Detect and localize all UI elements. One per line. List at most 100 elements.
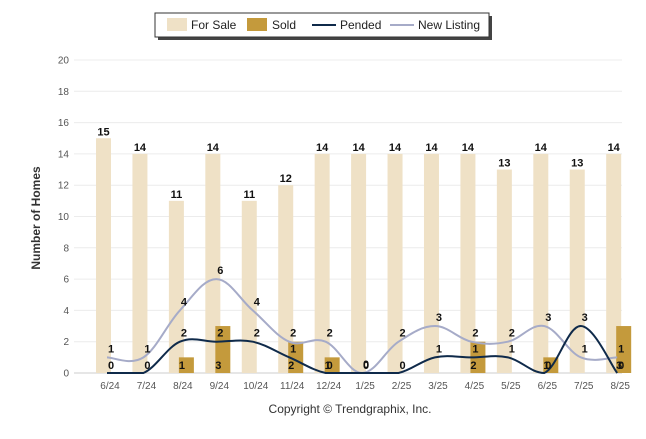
data-label-new-listing: 3 [436,312,442,324]
bar-for-sale [460,153,476,373]
data-label-pended: 2 [254,328,260,340]
y-tick-label: 0 [63,369,69,380]
data-label-pended: 0 [545,360,551,372]
legend-swatch [247,18,267,31]
data-label-for-sale: 14 [389,142,402,154]
bar-for-sale [351,153,367,373]
bar-for-sale [569,169,585,373]
bar-for-sale [168,200,184,373]
data-label-new-listing: 1 [582,343,588,355]
bar-for-sale [533,153,549,373]
data-label-new-listing: 2 [290,328,296,340]
x-tick-label: 2/25 [392,381,412,392]
bar-for-sale [606,153,622,373]
data-label-pended: 1 [509,343,515,355]
data-label-pended: 3 [582,312,588,324]
x-tick-label: 9/24 [210,381,230,392]
data-label-sold: 3 [215,360,221,372]
data-labels: 1510141011421146231142122121420114001420… [97,126,624,372]
data-label-new-listing: 1 [618,343,624,355]
data-label-for-sale: 14 [608,142,621,154]
data-label-for-sale: 14 [316,142,329,154]
y-tick-label: 14 [58,149,70,160]
bar-sold [178,357,194,373]
x-tick-label: 12/24 [316,381,341,392]
bar-for-sale [423,153,439,373]
y-axis-title: Number of Homes [29,166,43,270]
x-tick-label: 10/24 [243,381,268,392]
x-tick-label: 8/25 [610,381,630,392]
bar-sold [215,326,231,373]
data-label-new-listing: 1 [108,343,114,355]
data-label-for-sale: 13 [571,158,583,170]
data-label-for-sale: 14 [535,142,548,154]
legend-label: Sold [272,18,296,32]
y-tick-label: 2 [63,337,69,348]
legend-label: Pended [340,18,381,32]
data-label-new-listing: 4 [181,296,188,308]
bar-for-sale [96,138,111,373]
bar-sold [288,341,304,373]
data-label-for-sale: 14 [134,142,147,154]
bar-sold [324,357,340,373]
bar-for-sale [278,185,294,373]
data-label-new-listing: 2 [509,328,515,340]
data-label-for-sale: 15 [97,126,109,138]
data-label-new-listing: 2 [399,328,405,340]
data-label-pended: 1 [436,343,442,355]
gridlines [74,59,622,374]
bar-for-sale [387,153,403,373]
data-label-pended: 0 [618,360,624,372]
data-label-new-listing: 2 [472,328,478,340]
y-tick-label: 18 [58,87,70,98]
copyright-text: Copyright © Trendgraphix, Inc. [269,402,432,416]
legend-label: New Listing [418,18,480,32]
data-label-for-sale: 14 [352,142,365,154]
data-label-pended: 0 [108,360,114,372]
y-tick-label: 12 [58,181,70,192]
bars [96,138,632,373]
x-tick-labels: 6/24 7/24 8/24 9/24 10/24 11/24 12/24 1/25 2/25 3… [100,381,630,392]
data-label-pended: 2 [181,328,187,340]
legend-swatch [167,18,187,31]
bar-for-sale [132,153,148,373]
bar-sold [616,326,632,373]
x-tick-label: 7/24 [137,381,157,392]
y-tick-label: 10 [58,212,70,223]
x-tick-label: 8/24 [173,381,193,392]
x-tick-label: 3/25 [428,381,448,392]
data-label-sold: 1 [179,360,185,372]
x-tick-label: 6/24 [100,381,120,392]
y-tick-label: 6 [63,275,69,286]
data-label-new-listing: 1 [144,343,150,355]
data-label-pended: 1 [290,343,296,355]
bar-for-sale [496,169,512,373]
legend: For Sale Sold Pended New Listing [154,12,492,40]
y-tick-label: 20 [58,56,70,67]
x-tick-label: 5/25 [501,381,521,392]
y-tick-label: 4 [63,306,69,317]
data-label-for-sale: 13 [498,158,510,170]
data-label-pended: 0 [399,360,405,372]
data-label-sold: 3 [616,360,622,372]
y-tick-label: 8 [63,243,69,254]
data-label-sold: 2 [288,360,294,372]
data-label-pended: 0 [327,360,333,372]
data-label-for-sale: 12 [280,173,292,185]
legend-label: For Sale [191,18,237,32]
data-label-sold: 1 [325,360,331,372]
bar-for-sale [314,153,330,373]
x-tick-label: 7/25 [574,381,594,392]
data-label-pended: 0 [363,360,369,372]
data-label-new-listing: 4 [254,296,261,308]
data-label-sold: 1 [543,360,549,372]
x-tick-label: 1/25 [355,381,375,392]
y-tick-labels: 0 2 4 6 8 10 12 14 16 18 20 [58,56,70,380]
series-lines [106,278,619,375]
x-tick-label: 4/25 [465,381,485,392]
bar-for-sale [205,153,221,373]
data-label-for-sale: 14 [425,142,438,154]
data-label-pended: 2 [217,328,223,340]
